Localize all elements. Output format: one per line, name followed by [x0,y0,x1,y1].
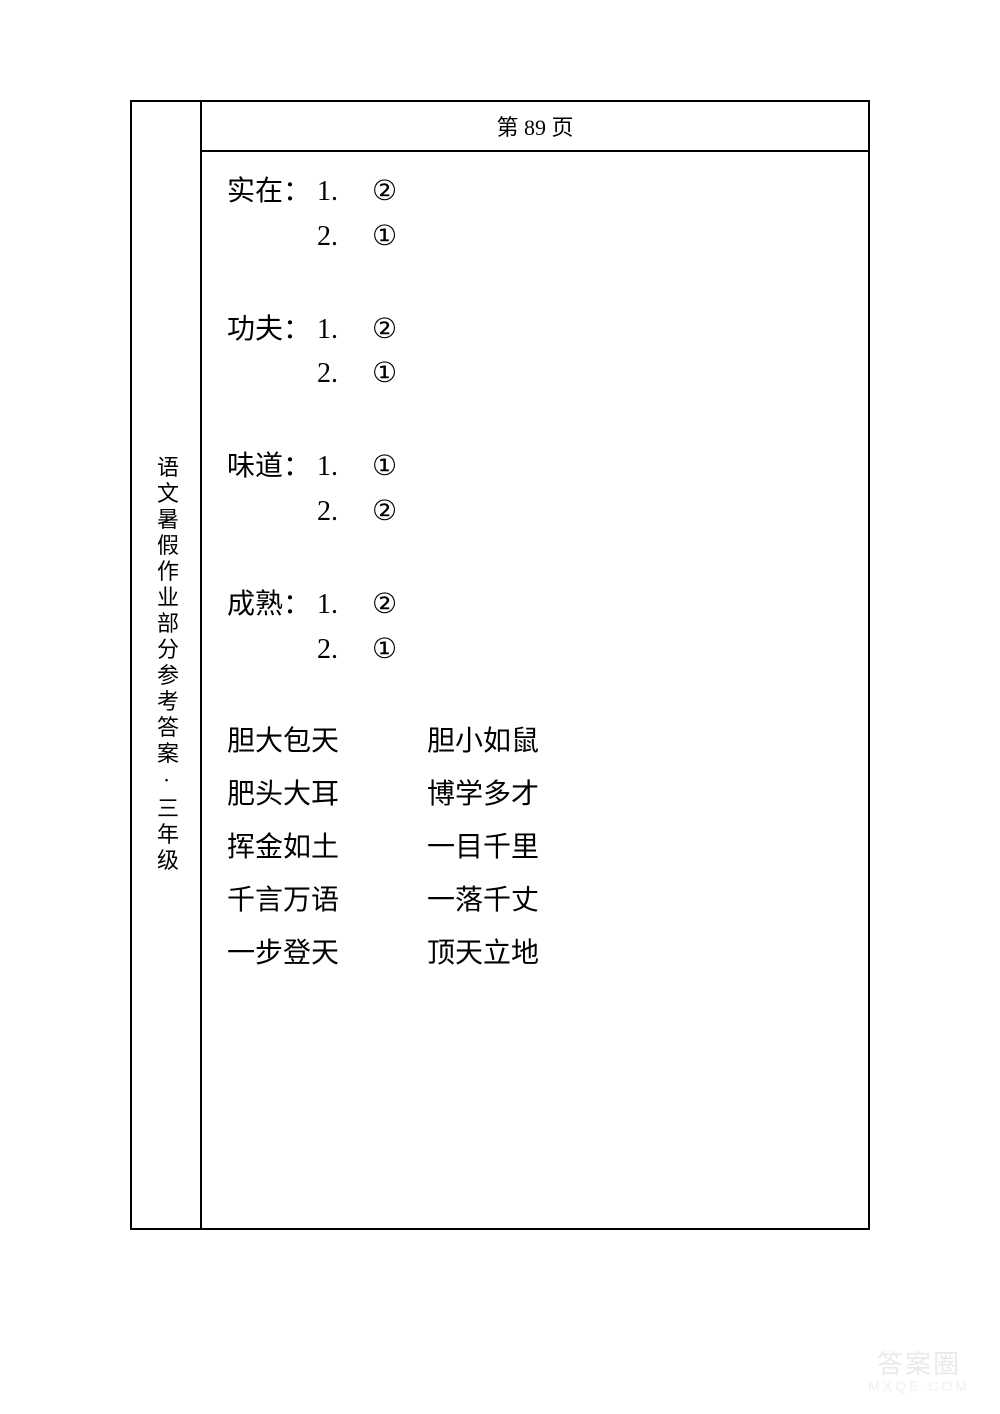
item-number: 1. [317,170,372,215]
idiom-left: 挥金如土 [227,826,427,871]
word-row: 味道： 1. ① [227,445,843,490]
word-group: 实在： 1. ② 2. ① [227,170,843,260]
watermark-line1: 答案圈 [868,1350,970,1379]
item-number: 1. [317,445,372,490]
idiom-left: 一步登天 [227,932,427,977]
idiom-right: 顶天立地 [427,932,627,977]
idiom-row: 肥头大耳 博学多才 [227,773,843,818]
word-row: 功夫： 1. ② [227,308,843,353]
word-row: 实在： 1. ② [227,170,843,215]
watermark: 答案圈 MXQE.COM [868,1350,970,1394]
word-row: 2. ① [227,215,843,260]
page-header: 第 89 页 [202,102,868,152]
sidebar-title: 语文暑假作业部分参考答案·三年级 [150,456,182,875]
item-number: 2. [317,215,372,260]
item-answer: ② [372,170,397,215]
item-number: 1. [317,308,372,353]
word-group: 味道： 1. ① 2. ② [227,445,843,535]
word-label: 味道： [227,445,317,490]
item-answer: ② [372,583,397,628]
idiom-left: 胆大包天 [227,720,427,765]
idiom-left: 千言万语 [227,879,427,924]
idiom-right: 博学多才 [427,773,627,818]
page-number: 第 89 页 [496,110,573,142]
idiom-right: 一目千里 [427,826,627,871]
watermark-line2: MXQE.COM [868,1379,970,1394]
word-label: 实在： [227,170,317,215]
page-frame: 语文暑假作业部分参考答案·三年级 第 89 页 实在： 1. ② 2. ① [130,100,870,1230]
idiom-row: 一步登天 顶天立地 [227,932,843,977]
word-row: 2. ② [227,490,843,535]
item-number: 1. [317,583,372,628]
idiom-left: 肥头大耳 [227,773,427,818]
word-label: 功夫： [227,308,317,353]
word-group: 功夫： 1. ② 2. ① [227,308,843,398]
word-group: 成熟： 1. ② 2. ① [227,583,843,673]
item-number: 2. [317,352,372,397]
item-number: 2. [317,628,372,673]
idiom-row: 胆大包天 胆小如鼠 [227,720,843,765]
idiom-row: 千言万语 一落千丈 [227,879,843,924]
main-content: 第 89 页 实在： 1. ② 2. ① 功夫： 1. ② [202,102,868,1228]
word-row: 成熟： 1. ② [227,583,843,628]
item-answer: ① [372,352,397,397]
word-row: 2. ① [227,352,843,397]
item-answer: ① [372,628,397,673]
item-answer: ① [372,445,397,490]
word-row: 2. ① [227,628,843,673]
item-answer: ② [372,308,397,353]
word-label: 成熟： [227,583,317,628]
item-answer: ① [372,215,397,260]
idiom-right: 一落千丈 [427,879,627,924]
sidebar: 语文暑假作业部分参考答案·三年级 [132,102,202,1228]
content-body: 实在： 1. ② 2. ① 功夫： 1. ② 2. [202,152,868,1228]
idiom-row: 挥金如土 一目千里 [227,826,843,871]
item-number: 2. [317,490,372,535]
idiom-section: 胆大包天 胆小如鼠 肥头大耳 博学多才 挥金如土 一目千里 千言万语 一落千丈 … [227,720,843,976]
idiom-right: 胆小如鼠 [427,720,627,765]
item-answer: ② [372,490,397,535]
